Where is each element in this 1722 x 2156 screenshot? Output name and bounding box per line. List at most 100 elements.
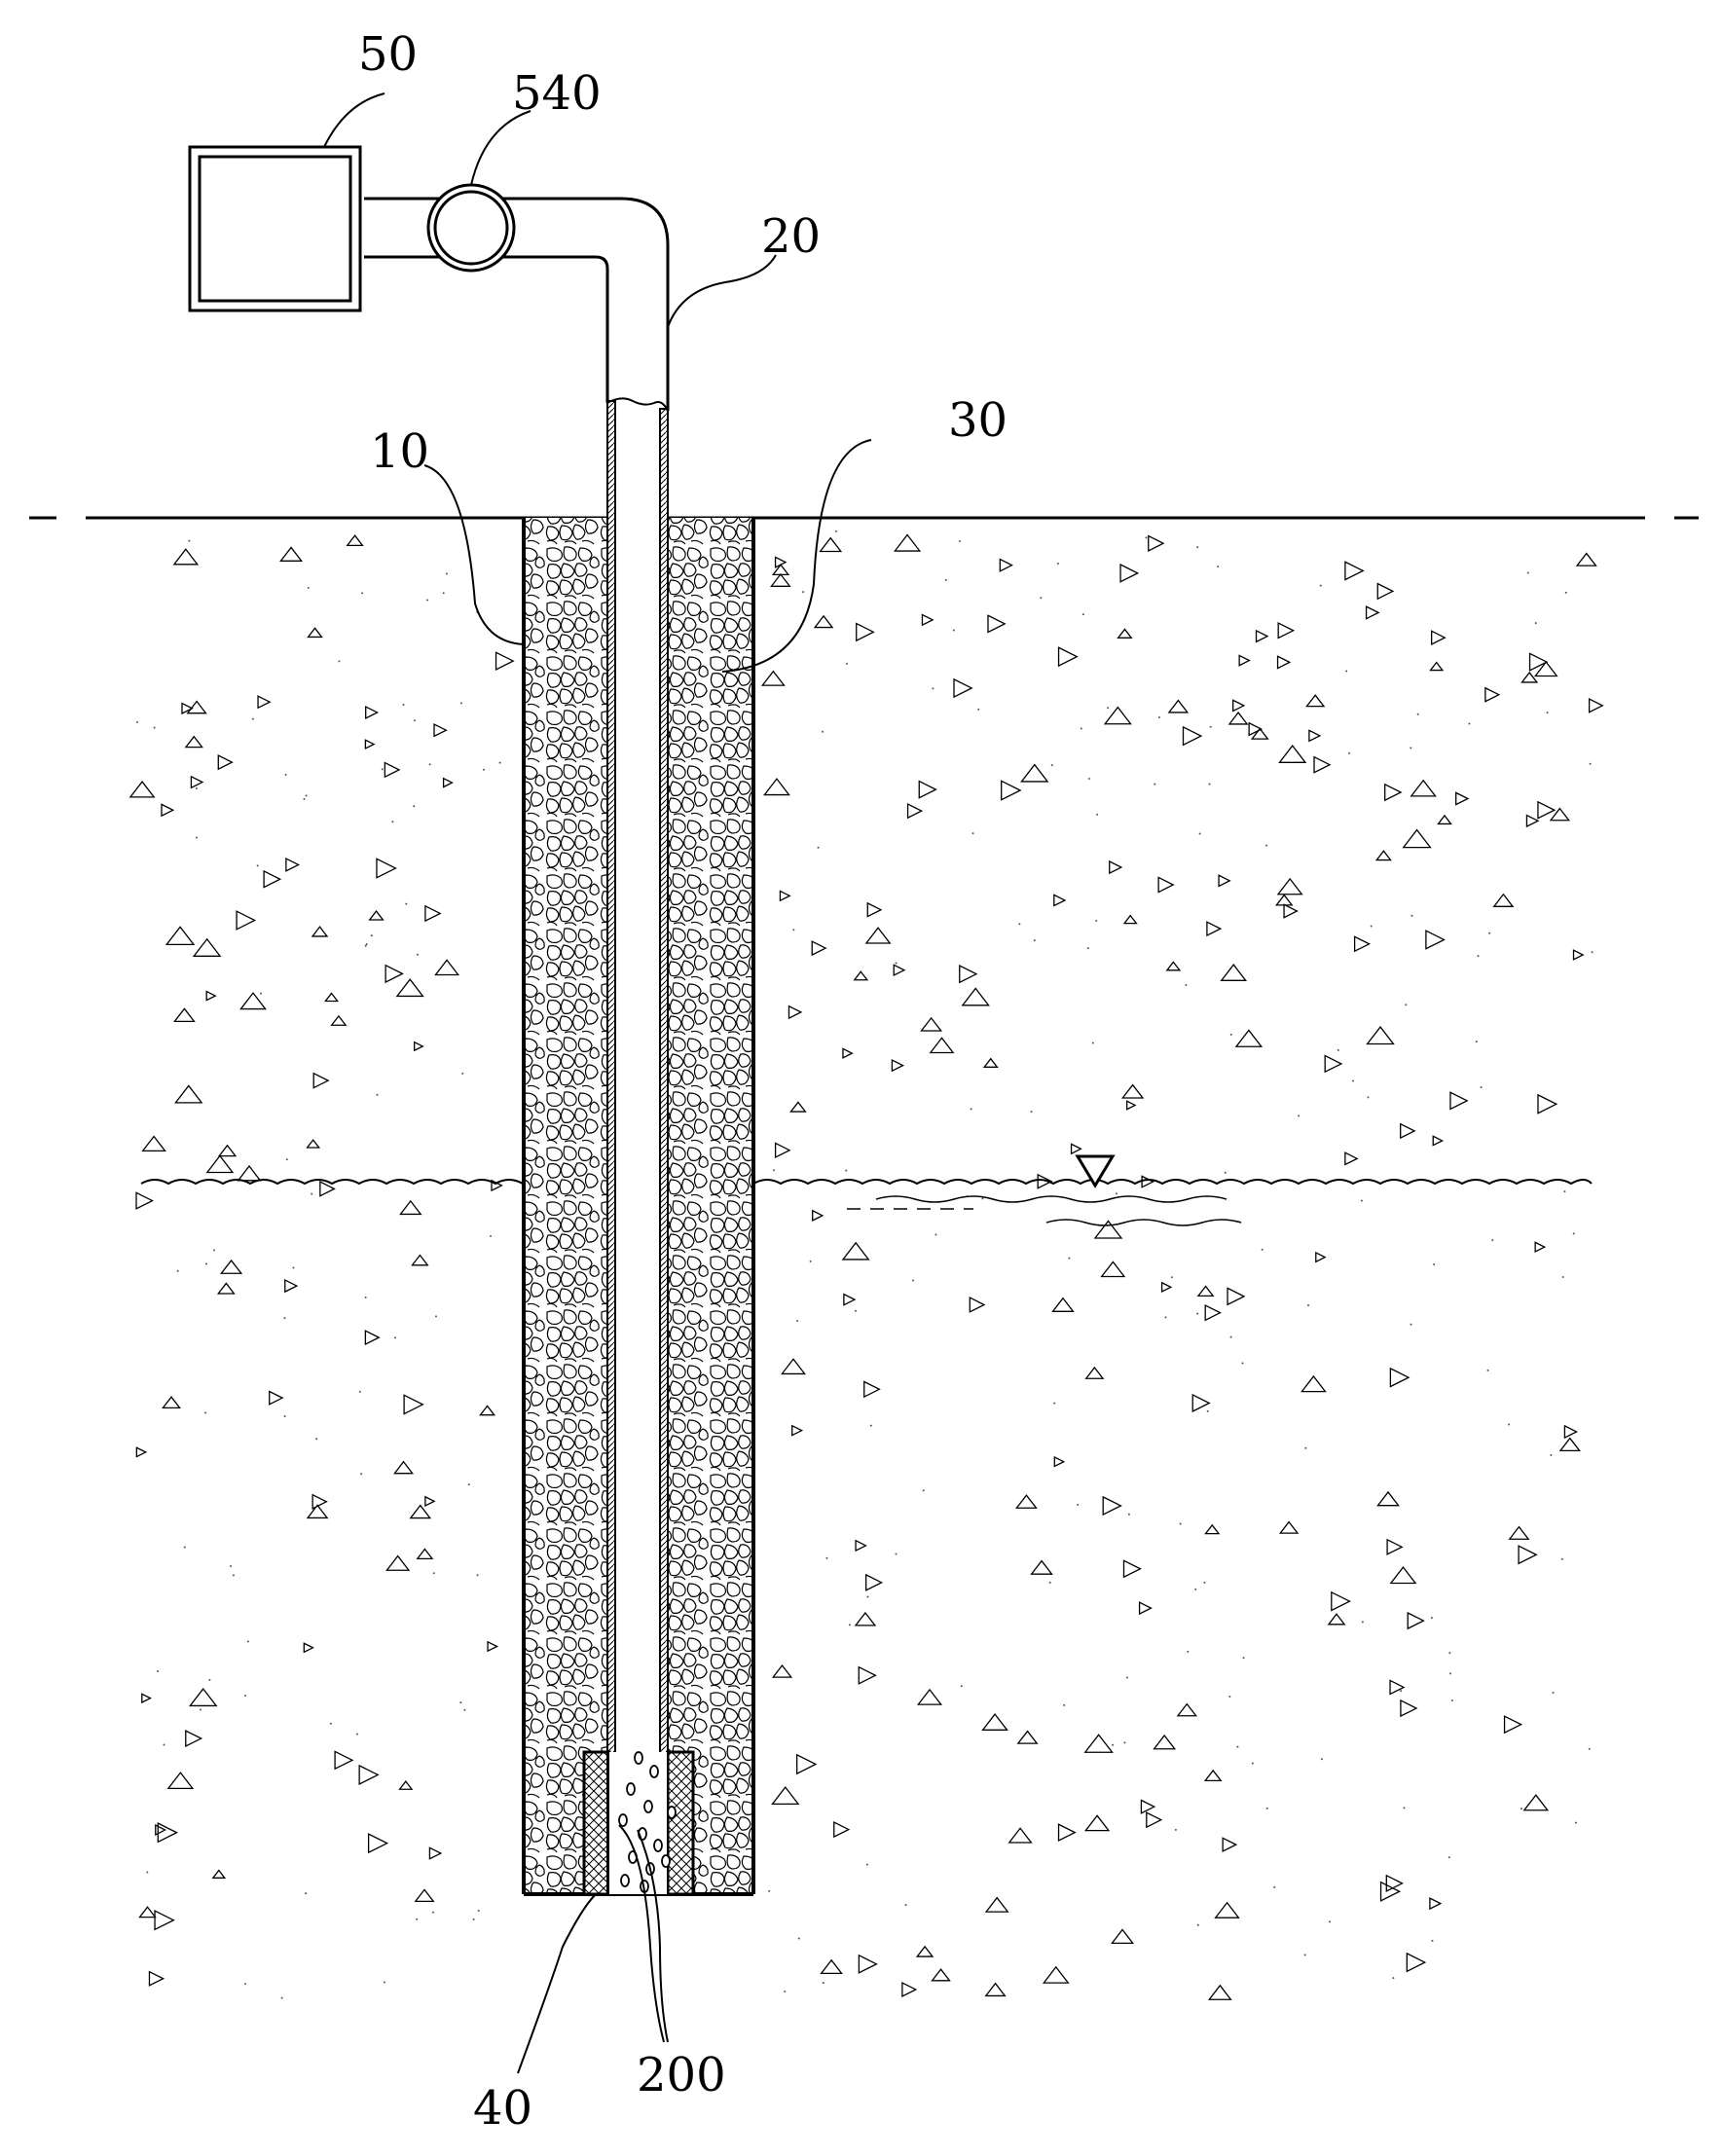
soil-dot (433, 1572, 435, 1574)
soil-grain (1276, 895, 1292, 905)
soil-grain (970, 1297, 984, 1312)
soil-grain (797, 1755, 816, 1773)
soil-dot (1199, 833, 1201, 835)
soil-grain (1169, 701, 1188, 713)
soil-grain (415, 1042, 423, 1051)
soil-grain (191, 777, 202, 787)
soil-grain (168, 1772, 193, 1788)
soil-grain (434, 724, 446, 736)
soil-grain (221, 1261, 241, 1273)
soil-dot (1547, 712, 1549, 713)
soil-grain (285, 1280, 297, 1292)
soil-grain (1577, 554, 1595, 566)
soil-grain (1325, 1056, 1341, 1073)
soil-dot (136, 721, 138, 723)
soil-grain (1438, 816, 1450, 824)
soil-grain (988, 615, 1005, 632)
soil-grain (1385, 785, 1401, 800)
soil-grain (237, 911, 255, 930)
soil-grain (1279, 746, 1305, 762)
soil-grain (919, 782, 935, 798)
soil-grain (425, 906, 440, 921)
soil-grain (1530, 653, 1547, 670)
soil-grain (1278, 879, 1301, 895)
soil-dot (459, 1701, 461, 1703)
soil-grain (1002, 781, 1020, 799)
soil-dot (200, 1708, 202, 1710)
soil-dot (1082, 613, 1084, 615)
soil-grain (1407, 1954, 1424, 1971)
soil-dot (308, 587, 310, 589)
soil-grain (983, 1714, 1008, 1730)
soil-grain (1521, 673, 1536, 682)
water-level-marker-icon (1078, 1156, 1113, 1186)
soil-grain (1223, 1838, 1236, 1851)
soil-dot (895, 1553, 897, 1554)
soil-grain (186, 737, 202, 748)
soil-dot (1145, 536, 1147, 538)
soil-grain (1280, 1522, 1298, 1534)
valve-icon (428, 185, 514, 271)
soil-dot (1337, 1049, 1339, 1051)
soil-dot (286, 1158, 288, 1160)
soil-dot (1194, 1589, 1196, 1590)
soil-dot (1077, 1504, 1079, 1506)
soil-grain (1411, 781, 1436, 796)
soil-dot (196, 787, 198, 789)
soil-grain (218, 755, 232, 769)
soil-dot (1405, 1004, 1407, 1005)
soil-dot (414, 719, 416, 721)
soil-dot (432, 1912, 434, 1914)
soil-dot (306, 794, 308, 796)
soil-grain (857, 624, 874, 641)
soil-grain (155, 1911, 173, 1929)
soil-grain (404, 1395, 422, 1413)
soil-grain (400, 1201, 421, 1215)
soil-dot (208, 1679, 210, 1681)
soil-grain (1431, 663, 1443, 671)
soil-dot (870, 1425, 872, 1427)
soil-grain (954, 679, 971, 697)
soil-dot (405, 903, 407, 905)
soil-grain (308, 1140, 319, 1148)
soil-grain (908, 804, 922, 818)
soil-grain (1158, 877, 1173, 892)
soil-grain (1205, 1305, 1220, 1320)
soil-grain (1122, 1085, 1143, 1098)
soil-grain (186, 1731, 202, 1746)
soil-dot (230, 1565, 232, 1567)
soil-grain (1377, 1492, 1398, 1506)
soil-grain (822, 1960, 842, 1974)
soil-dot (402, 704, 404, 706)
soil-dot (311, 1193, 312, 1195)
soil-dot (1217, 566, 1219, 567)
soil-dot (1053, 1403, 1055, 1405)
soil-dot (802, 591, 804, 593)
soil-grain (1494, 895, 1513, 907)
soil-grain (773, 1665, 791, 1677)
soil-dot (1410, 1324, 1411, 1326)
soil-dot (981, 1197, 983, 1199)
soil-grain (332, 1016, 346, 1025)
soil-grain (386, 1556, 409, 1571)
soil-dot (382, 768, 384, 770)
soil-dot (435, 1315, 437, 1317)
soil-grain (207, 1156, 233, 1173)
soil-dot (391, 821, 393, 822)
soil-grain (764, 779, 788, 794)
soil-grain (206, 992, 215, 1001)
soil-dot (305, 1892, 307, 1894)
soil-grain (773, 1787, 799, 1804)
soil-grain (1016, 1495, 1036, 1508)
soil-dot (1476, 1041, 1478, 1042)
soil-grain (1018, 1732, 1037, 1744)
soil-dot (1563, 1190, 1565, 1192)
soil-grain (1367, 606, 1379, 619)
soil-dot (204, 1412, 206, 1414)
well-screen (584, 1752, 693, 1894)
soil-grain (309, 628, 322, 637)
soil-grain (385, 763, 399, 778)
soil-dot (1051, 764, 1053, 766)
soil-grain (844, 1295, 855, 1305)
soil-dot (1400, 1690, 1402, 1692)
